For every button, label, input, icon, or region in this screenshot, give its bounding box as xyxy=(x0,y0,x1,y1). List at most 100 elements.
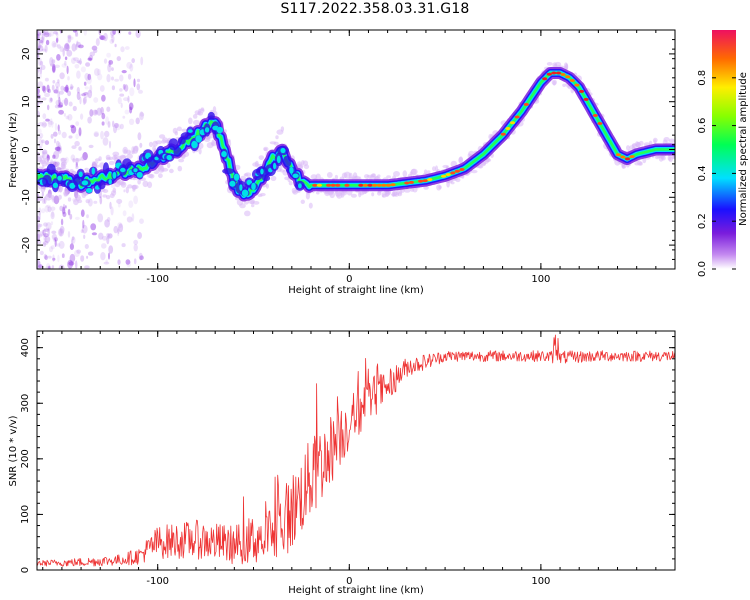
spectrogram-hotspot xyxy=(583,97,589,101)
spectrogram-halo xyxy=(485,158,492,163)
spectrogram-halo xyxy=(265,183,269,189)
spectrogram-halo xyxy=(84,167,89,171)
spectrogram-halo xyxy=(308,202,313,209)
spectrogram-noise-blob xyxy=(81,93,86,97)
spectrogram-halo xyxy=(402,170,408,178)
spectrogram-hotspot xyxy=(422,179,428,183)
spectrogram-halo xyxy=(132,188,136,192)
spectrogram-noise-blob xyxy=(86,255,89,259)
spectrogram-noise-blob xyxy=(44,235,51,243)
spectrogram-noise-blob xyxy=(66,44,71,50)
spectrogram-halo xyxy=(120,181,127,188)
spectrogram-noise-blob xyxy=(133,244,138,252)
spectrogram-noise-blob xyxy=(118,223,124,233)
spectrogram-noise-blob xyxy=(41,191,44,197)
spectrogram-noise-blob xyxy=(103,32,108,42)
spectrogram-hotspot xyxy=(445,173,451,177)
spectrogram-noise-blob xyxy=(84,265,90,269)
spectrogram-noise-blob xyxy=(52,80,56,84)
spectrogram-ylabel: Frequency (Hz) xyxy=(8,112,19,188)
spectrogram-noise-blob xyxy=(106,52,111,58)
spectrogram-noise-blob xyxy=(98,232,104,240)
spectrogram-halo xyxy=(432,166,436,172)
spectrogram-xlabel: Height of straight line (km) xyxy=(288,285,424,296)
spectrogram-hotspot xyxy=(624,157,631,161)
spectrogram-noise-blob xyxy=(139,111,144,121)
spectrogram-noise-blob xyxy=(37,91,40,97)
spectrogram-heatmap xyxy=(37,30,675,269)
spectrogram-noise-blob xyxy=(79,132,82,138)
spectrogram-halo xyxy=(121,155,127,159)
spectrogram-halo xyxy=(75,194,81,201)
spectrogram-noise-blob xyxy=(109,30,116,36)
spectrogram-noise-blob xyxy=(80,209,85,217)
spectrogram-noise-blob xyxy=(106,74,111,83)
spectrogram-halo xyxy=(200,107,205,111)
spectrogram-halo xyxy=(198,147,202,155)
spectrogram-noise-blob xyxy=(62,211,67,218)
spectrogram-noise-blob xyxy=(115,123,121,131)
spectrogram-noise-blob xyxy=(114,78,119,82)
spectrogram-noise-blob xyxy=(44,44,48,53)
spectrogram-hotspot xyxy=(505,127,511,130)
spectrogram-halo xyxy=(329,191,336,199)
colorbar-ticks: 0.0 0.2 0.4 0.6 0.8 xyxy=(697,70,736,277)
spectrogram-noise-blob xyxy=(75,44,78,51)
spectrogram-noise-blob xyxy=(61,99,68,104)
spectrogram-blob xyxy=(78,171,83,178)
spectrogram-noise-blob xyxy=(39,250,44,256)
spectrogram-y-tick-label: 10 xyxy=(21,95,32,108)
spectrogram-halo xyxy=(470,169,478,174)
spectrogram-noise-blob xyxy=(56,36,59,42)
spectrogram-noise-blob xyxy=(60,218,64,226)
spectrogram-halo xyxy=(126,149,132,155)
spectrogram-noise-blob xyxy=(67,231,71,238)
spectrogram-noise-blob xyxy=(119,74,124,82)
spectrogram-halo xyxy=(296,163,304,169)
spectrogram-noise-blob xyxy=(133,195,139,205)
spectrogram-noise-blob xyxy=(127,95,130,103)
spectrogram-halo xyxy=(177,165,183,172)
spectrogram-noise-blob xyxy=(52,254,55,262)
spectrogram-noise-blob xyxy=(140,56,144,66)
spectrogram-noise-blob xyxy=(117,229,120,237)
spectrogram-noise-blob xyxy=(51,84,55,91)
spectrogram-noise-blob xyxy=(72,105,77,112)
spectrogram-halo xyxy=(638,140,644,146)
spectrogram-noise-blob xyxy=(37,260,41,269)
spectrogram-noise-blob xyxy=(138,89,143,94)
spectrogram-noise-blob xyxy=(41,85,46,92)
spectrogram-halo xyxy=(148,141,154,148)
spectrogram-noise-blob xyxy=(55,86,59,94)
spectrogram-noise-blob xyxy=(37,45,44,52)
spectrogram-noise-blob xyxy=(76,91,81,101)
spectrogram-noise-blob xyxy=(43,222,48,227)
spectrogram-hotspot xyxy=(454,169,460,173)
spectrogram-hotspot xyxy=(358,183,364,187)
spectrogram-noise-blob xyxy=(68,135,73,139)
spectrogram-noise-blob xyxy=(108,233,113,239)
spectrogram-halo xyxy=(169,168,174,174)
spectrogram-halo xyxy=(334,174,338,180)
spectrogram-noise-blob xyxy=(70,85,74,89)
spectrogram-halo xyxy=(239,203,246,209)
spectrogram-noise-blob xyxy=(117,259,121,265)
spectrogram-noise-blob xyxy=(70,125,77,134)
spectrogram-noise-blob xyxy=(37,128,42,134)
spectrogram-halo xyxy=(43,158,50,162)
spectrogram-blob xyxy=(69,182,76,189)
spectrogram-noise-blob xyxy=(88,144,94,149)
spectrogram-noise-blob xyxy=(68,261,75,266)
spectrogram-noise-blob xyxy=(92,109,98,116)
spectrogram-noise-blob xyxy=(37,32,40,36)
spectrogram-blob xyxy=(216,126,224,134)
spectrogram-noise-blob xyxy=(37,225,40,234)
spectrogram-noise-blob xyxy=(37,265,43,269)
spectrogram-noise-blob xyxy=(100,106,104,115)
snr-x-tick-label: 100 xyxy=(531,576,550,587)
spectrogram-halo xyxy=(149,174,155,179)
spectrogram-halo xyxy=(300,199,305,204)
spectrogram-noise-blob xyxy=(80,66,86,73)
spectrogram-blob xyxy=(233,173,240,181)
